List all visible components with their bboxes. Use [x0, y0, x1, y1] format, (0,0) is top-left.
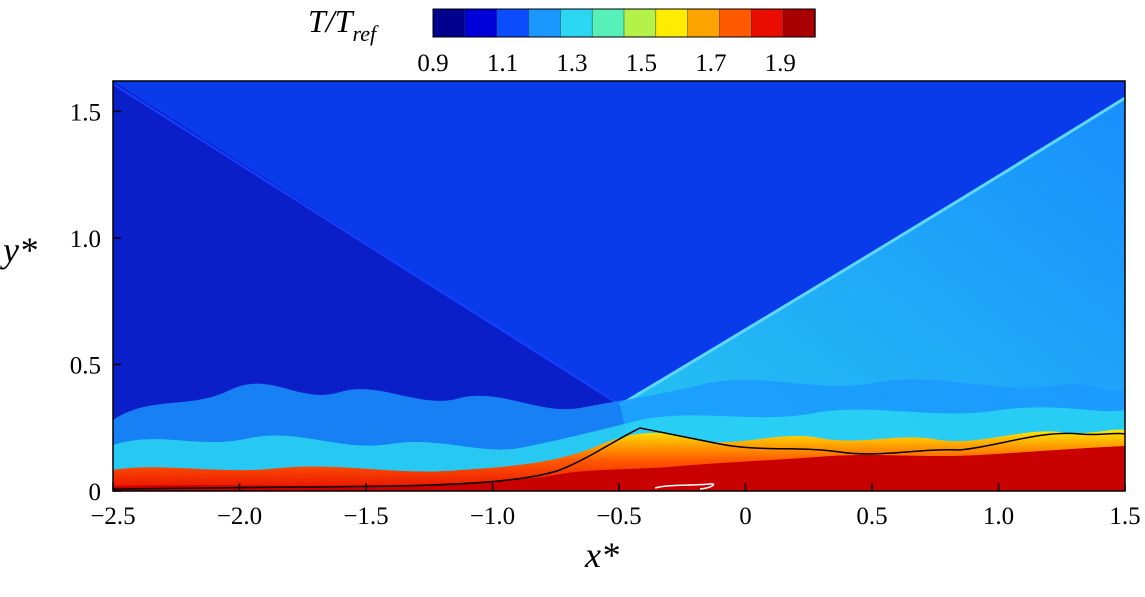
- colorbar-swatch: [782, 8, 816, 38]
- y-tick-label: 0: [89, 479, 102, 506]
- colorbar-swatch: [719, 8, 753, 38]
- colorbar-swatch: [687, 8, 721, 38]
- colorbar-swatch: [496, 8, 530, 38]
- colorbar-swatch: [560, 8, 593, 38]
- x-tick-label: 1.5: [1109, 503, 1140, 530]
- x-tick-label: 1.0: [983, 503, 1014, 530]
- colorbar-tick-label: 0.9: [417, 50, 448, 77]
- x-tick-label: 0: [739, 503, 752, 530]
- y-axis-label: y*: [0, 230, 37, 270]
- x-tick-label: 0.5: [856, 503, 887, 530]
- colorbar-swatch: [623, 8, 657, 38]
- y-axis-ticks: 0 0.5 1.0 1.5: [70, 99, 121, 506]
- colorbar-tick-label: 1.1: [487, 50, 518, 77]
- incident-shock: [113, 83, 621, 406]
- separation-contour: [654, 483, 715, 490]
- colorbar-swatch: [591, 8, 625, 38]
- near-wall-hot-layer: [113, 446, 1125, 491]
- x-tick-label: −1.0: [470, 503, 515, 530]
- colorbar-swatch: [528, 8, 562, 38]
- colorbar-swatches: [432, 8, 816, 38]
- colorbar-tick-labels: 0.9 1.1 1.3 1.5 1.7 1.9: [417, 50, 796, 77]
- colorbar-swatch: [432, 8, 466, 38]
- colorbar-frame: [432, 8, 816, 38]
- colorbar-swatch: [751, 8, 784, 38]
- colorbar-tick-label: 1.3: [556, 50, 587, 77]
- x-axis-ticks: −2.5 −2.0 −1.5 −1.0 −0.5 0 0.5 1.0 1.5: [90, 483, 1141, 530]
- x-axis-label: x*: [584, 535, 619, 575]
- colorbar: T/Tref 0.9 1.1 1.3 1.5 1.7 1.9: [308, 3, 816, 77]
- colorbar-tick-label: 1.9: [765, 50, 796, 77]
- colorbar-swatch: [464, 8, 498, 38]
- colorbar-title: T/Tref: [308, 3, 379, 46]
- y-tick-label: 0.5: [70, 352, 101, 379]
- x-tick-label: −2.5: [90, 503, 135, 530]
- x-tick-label: −1.5: [343, 503, 388, 530]
- colorbar-tick-label: 1.5: [626, 50, 657, 77]
- colorbar-tick-label: 1.7: [695, 50, 726, 77]
- reflected-shock: [619, 96, 1125, 407]
- y-tick-label: 1.0: [70, 226, 101, 253]
- y-tick-label: 1.5: [70, 99, 101, 126]
- colorbar-swatch: [655, 8, 689, 38]
- sonic-line: [113, 427, 1125, 490]
- x-tick-label: −2.0: [217, 503, 262, 530]
- x-tick-label: −0.5: [596, 503, 641, 530]
- contour-field: [113, 81, 1125, 491]
